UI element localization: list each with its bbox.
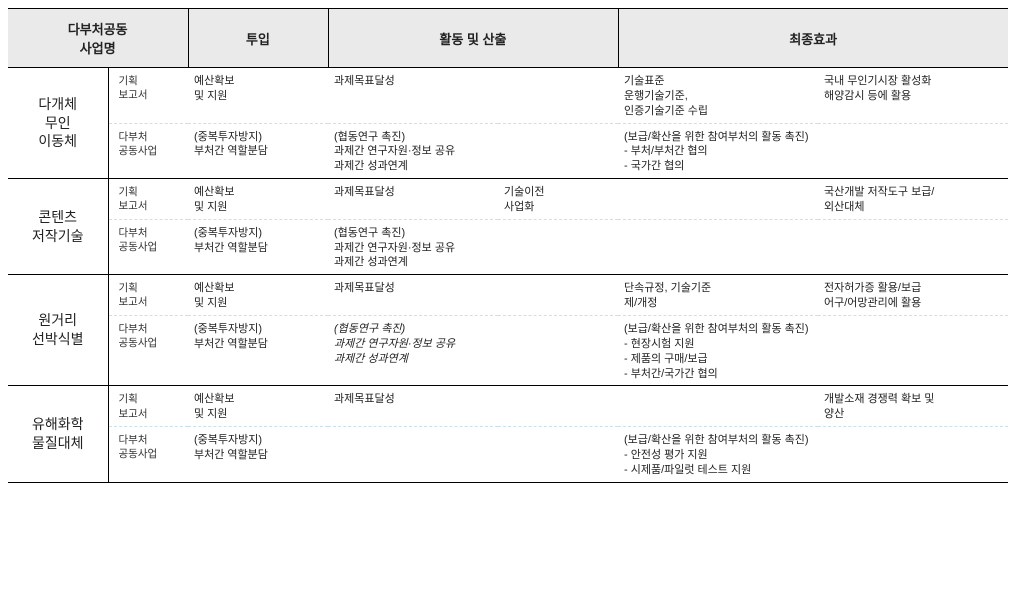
cell-activity2 xyxy=(498,386,618,427)
cell-input: 예산확보 및 지원 xyxy=(188,386,328,427)
cell-outcome1: (보급/확산을 위한 참여부처의 활동 촉진) - 부처/부처간 협의 - 국가… xyxy=(618,123,1008,179)
cell-input: (중복투자방지) 부처간 역할분담 xyxy=(188,219,328,275)
cell-activity2: 기술이전 사업화 xyxy=(498,179,618,220)
cell-outcome2: 전자허가증 활용/보급 어구/어망관리에 활용 xyxy=(818,275,1008,316)
cell-outcome1: 기술표준 운행기술기준, 인증기술기준 수립 xyxy=(618,68,818,124)
cell-outcome1 xyxy=(618,179,818,220)
cell-outcome1: 단속규정, 기술기준 제/개정 xyxy=(618,275,818,316)
cell-activity: 과제목표달성 xyxy=(328,386,498,427)
cell-outcome2 xyxy=(818,219,1008,275)
cell-outcome2: 국산개발 저작도구 보급/ 외산대체 xyxy=(818,179,1008,220)
col-activity: 활동 및 산출 xyxy=(328,9,618,68)
table-row: 다부처 공동사업 (중복투자방지) 부처간 역할분담 (협동연구 촉진) 과제간… xyxy=(8,123,1008,179)
cell-activity: (협동연구 촉진) 과제간 연구자원·정보 공유 과제간 성과연계 xyxy=(328,315,498,385)
row-kind-joint: 다부처 공동사업 xyxy=(108,427,188,483)
cell-activity: (협동연구 촉진) 과제간 연구자원·정보 공유 과제간 성과연계 xyxy=(328,219,498,275)
table-row: 유해화학 물질대체 기획 보고서 예산확보 및 지원 과제목표달성 개발소재 경… xyxy=(8,386,1008,427)
cell-activity: 과제목표달성 xyxy=(328,275,498,316)
row-kind-plan: 기획 보고서 xyxy=(108,179,188,220)
cell-activity2 xyxy=(498,427,618,483)
logic-model-table: 다부처공동 사업명 투입 활동 및 산출 최종효과 다개체 무인 이동체 기획 … xyxy=(8,8,1008,483)
cell-outcome2: 국내 무인기시장 활성화 해양감시 등에 활용 xyxy=(818,68,1008,124)
cell-input: (중복투자방지) 부처간 역할분담 xyxy=(188,315,328,385)
cell-activity2 xyxy=(498,68,618,124)
cell-activity2 xyxy=(498,275,618,316)
cell-activity2 xyxy=(498,219,618,275)
row-kind-plan: 기획 보고서 xyxy=(108,275,188,316)
table-row: 다부처 공동사업 (중복투자방지) 부처간 역할분담 (협동연구 촉진) 과제간… xyxy=(8,315,1008,385)
cell-outcome1: (보급/확산을 위한 참여부처의 활동 촉진) - 안전성 평가 지원 - 시제… xyxy=(618,427,1008,483)
cell-input: 예산확보 및 지원 xyxy=(188,68,328,124)
cell-activity2 xyxy=(498,123,618,179)
cell-input: 예산확보 및 지원 xyxy=(188,275,328,316)
cell-input: (중복투자방지) 부처간 역할분담 xyxy=(188,123,328,179)
col-outcome: 최종효과 xyxy=(618,9,1008,68)
cell-outcome1 xyxy=(618,219,818,275)
cell-activity xyxy=(328,427,498,483)
cell-activity: (협동연구 촉진) 과제간 연구자원·정보 공유 과제간 성과연계 xyxy=(328,123,498,179)
table-row: 콘텐츠 저작기술 기획 보고서 예산확보 및 지원 과제목표달성 기술이전 사업… xyxy=(8,179,1008,220)
table-row: 원거리 선박식별 기획 보고서 예산확보 및 지원 과제목표달성 단속규정, 기… xyxy=(8,275,1008,316)
cell-activity2 xyxy=(498,315,618,385)
row-kind-joint: 다부처 공동사업 xyxy=(108,315,188,385)
project-name: 원거리 선박식별 xyxy=(8,275,108,386)
cell-input: 예산확보 및 지원 xyxy=(188,179,328,220)
cell-activity: 과제목표달성 xyxy=(328,179,498,220)
col-input: 투입 xyxy=(188,9,328,68)
table-row: 다부처 공동사업 (중복투자방지) 부처간 역할분담 (보급/확산을 위한 참여… xyxy=(8,427,1008,483)
table-row: 다부처 공동사업 (중복투자방지) 부처간 역할분담 (협동연구 촉진) 과제간… xyxy=(8,219,1008,275)
header-row: 다부처공동 사업명 투입 활동 및 산출 최종효과 xyxy=(8,9,1008,68)
row-kind-plan: 기획 보고서 xyxy=(108,68,188,124)
project-name: 다개체 무인 이동체 xyxy=(8,68,108,179)
cell-outcome2: 개발소재 경쟁력 확보 및 양산 xyxy=(818,386,1008,427)
cell-outcome1: (보급/확산을 위한 참여부처의 활동 촉진) - 현장시험 지원 - 제품의 … xyxy=(618,315,1008,385)
col-project: 다부처공동 사업명 xyxy=(8,9,188,68)
cell-activity: 과제목표달성 xyxy=(328,68,498,124)
cell-input: (중복투자방지) 부처간 역할분담 xyxy=(188,427,328,483)
project-name: 유해화학 물질대체 xyxy=(8,386,108,482)
cell-outcome1 xyxy=(618,386,818,427)
project-name: 콘텐츠 저작기술 xyxy=(8,179,108,275)
row-kind-joint: 다부처 공동사업 xyxy=(108,123,188,179)
row-kind-joint: 다부처 공동사업 xyxy=(108,219,188,275)
table-row: 다개체 무인 이동체 기획 보고서 예산확보 및 지원 과제목표달성 기술표준 … xyxy=(8,68,1008,124)
row-kind-plan: 기획 보고서 xyxy=(108,386,188,427)
